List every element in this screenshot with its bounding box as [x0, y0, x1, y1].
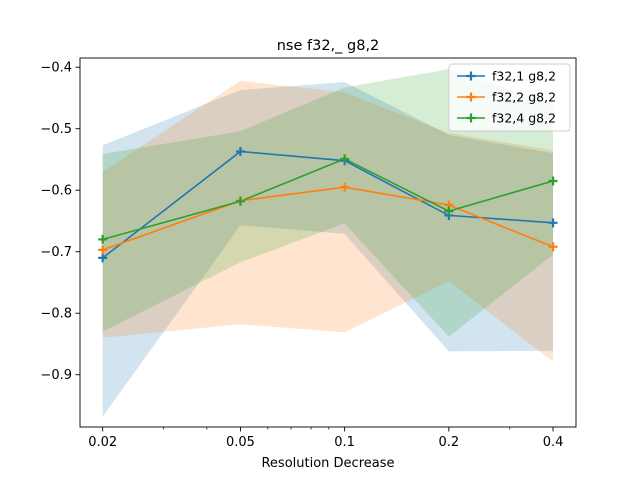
legend-label-3: f32,4 g8,2	[492, 111, 556, 126]
y-tick-label: −0.7	[40, 245, 72, 260]
x-tick-label: 0.05	[226, 435, 255, 450]
x-tick-label: 0.02	[88, 435, 117, 450]
y-tick-label: −0.9	[40, 368, 72, 383]
legend-marker-1	[466, 71, 476, 81]
band-series-2	[102, 80, 553, 362]
x-axis-label: Resolution Decrease	[261, 456, 394, 471]
legend-label-2: f32,2 g8,2	[492, 90, 556, 105]
y-tick-label: −0.6	[40, 184, 72, 199]
legend-marker-2	[466, 92, 476, 102]
confidence-bands	[102, 69, 553, 417]
legend-label-1: f32,1 g8,2	[492, 69, 556, 84]
band-series-1	[102, 82, 553, 417]
y-tick-label: −0.8	[40, 307, 72, 322]
point-series-3-1	[98, 234, 108, 244]
x-tick-label: 0.4	[543, 435, 564, 450]
x-tick-label: 0.2	[438, 435, 459, 450]
y-tick-label: −0.4	[40, 61, 72, 76]
x-axis: 0.02 0.05 0.1 0.2 0.4	[88, 427, 563, 450]
legend-box	[448, 63, 571, 132]
point-series-3-4	[444, 206, 454, 216]
series-markers	[98, 146, 558, 263]
legend-marker-3	[466, 113, 476, 123]
point-series-1-5	[548, 218, 558, 228]
x-tick-label: 0.1	[334, 435, 355, 450]
point-series-2-1	[98, 245, 108, 255]
point-series-3-3	[340, 154, 350, 164]
point-series-2-3	[340, 182, 350, 192]
y-axis: −0.9 −0.8 −0.7 −0.6 −0.5 −0.4	[40, 61, 80, 383]
point-series-3-2	[235, 196, 245, 206]
chart-title: nse f32,_ g8,2	[277, 38, 380, 54]
point-series-1-2	[235, 146, 245, 156]
y-tick-label: −0.5	[40, 122, 72, 137]
point-series-1-1	[98, 253, 108, 263]
legend: f32,1 g8,2 f32,2 g8,2 f32,4 g8,2	[448, 63, 571, 132]
plot-frame	[79, 57, 577, 428]
point-series-2-5	[548, 242, 558, 252]
band-series-3	[102, 69, 553, 337]
point-series-3-5	[548, 176, 558, 186]
